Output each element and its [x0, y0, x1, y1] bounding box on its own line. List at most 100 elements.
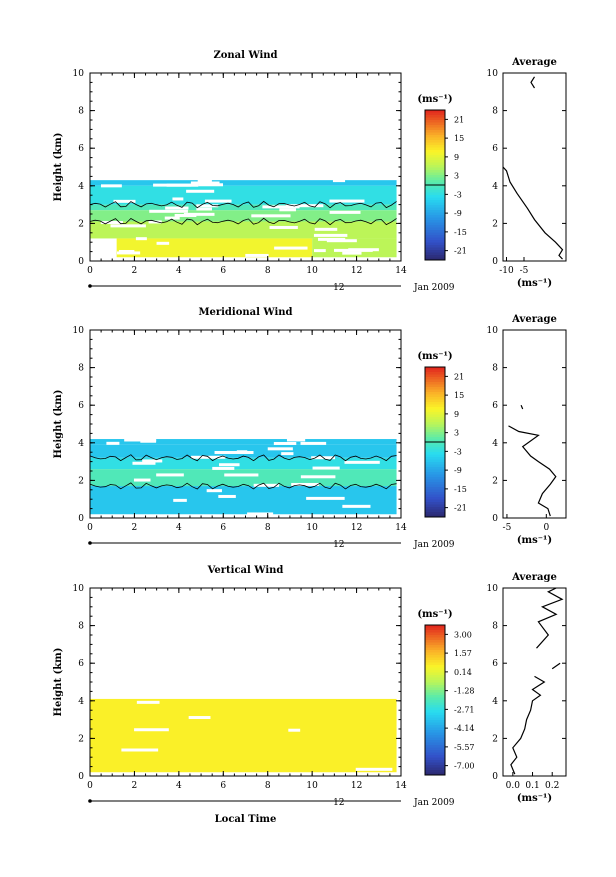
colorbar-swatch — [425, 677, 445, 681]
x-tick-label: 6 — [220, 266, 226, 276]
colorbar-swatch — [425, 145, 445, 148]
colorbar-swatch — [425, 642, 445, 646]
colorbar-swatch — [425, 157, 445, 161]
colorbar-swatch — [425, 675, 445, 678]
y-tick-label: 6 — [78, 144, 84, 154]
data-gap — [172, 197, 184, 201]
data-gap — [100, 184, 122, 188]
data-gap — [196, 204, 219, 208]
x-tick-label: 12 — [351, 781, 362, 791]
colorbar-swatch — [425, 700, 445, 703]
colorbar-swatch — [425, 512, 445, 515]
profile-y-tick-label: 2 — [492, 476, 498, 486]
colorbar-swatch — [425, 735, 445, 738]
colorbar-swatch — [425, 487, 445, 490]
profile-frame — [502, 329, 567, 519]
colorbar-label: -7.00 — [454, 762, 475, 771]
colorbar-swatch — [425, 727, 445, 731]
date-day-label: 12 — [333, 540, 344, 550]
colorbar-swatch — [425, 200, 445, 203]
data-gap — [135, 237, 147, 241]
colorbar-swatch — [425, 374, 445, 378]
colorbar-swatch — [425, 755, 445, 758]
panel-1: Meridional Wind 0 2 4 6 8 10 12 14 0 2 4 6 8 10 Height … — [53, 307, 567, 550]
colorbar-swatch — [425, 424, 445, 428]
colorbar-swatch — [425, 437, 445, 440]
data-gap — [134, 728, 169, 732]
colorbar-swatch — [425, 160, 445, 163]
colorbar-swatch — [425, 394, 445, 398]
heatmap-layer — [90, 439, 397, 445]
data-gap — [342, 251, 362, 255]
colorbar-label: -5.57 — [454, 743, 475, 752]
panel-0: Zonal Wind 0 2 4 6 8 10 12 14 0 2 4 6 8 10 Height (km) 1… — [53, 50, 567, 293]
colorbar-swatch — [425, 474, 445, 478]
profile-x-tick-label: 0 — [543, 523, 549, 533]
profile-segment — [536, 587, 564, 649]
colorbar-swatch — [425, 747, 445, 751]
colorbar-swatch — [425, 122, 445, 126]
colorbar-swatch — [425, 720, 445, 723]
data-gap — [279, 208, 296, 212]
colorbar-swatch — [425, 712, 445, 716]
colorbar-label: 3.00 — [454, 630, 472, 639]
colorbar-label: 15 — [454, 391, 464, 400]
colorbar-swatch — [425, 499, 445, 503]
colorbar-swatch — [425, 645, 445, 648]
colorbar-swatch — [425, 369, 445, 373]
colorbar-swatch — [425, 452, 445, 455]
colorbar-swatch — [425, 462, 445, 465]
data-gap — [132, 461, 156, 465]
data-gap — [100, 221, 123, 225]
profile-y-tick-label: 6 — [492, 144, 498, 154]
colorbar-swatch — [425, 140, 445, 143]
data-gap — [329, 210, 361, 214]
profile-title: Average — [511, 57, 557, 68]
colorbar-swatch — [425, 687, 445, 691]
data-gap — [312, 466, 340, 470]
data-gap — [110, 224, 146, 228]
heatmap-layer — [90, 469, 397, 487]
colorbar-swatch — [425, 190, 445, 193]
colorbar-swatch — [425, 220, 445, 223]
colorbar-swatch — [425, 237, 445, 241]
data-gap — [183, 212, 215, 216]
data-gap — [121, 748, 159, 752]
data-gap — [148, 220, 162, 224]
data-gap — [174, 213, 197, 217]
profile-title: Average — [511, 572, 557, 583]
data-gap — [269, 225, 298, 229]
colorbar-swatch — [425, 467, 445, 470]
y-axis-label: Height (km) — [53, 133, 64, 202]
colorbar-label: -2.71 — [454, 705, 475, 714]
x-tick-label: 10 — [306, 781, 318, 791]
x-tick-label: 4 — [176, 781, 182, 791]
data-gap — [329, 199, 365, 203]
y-tick-label: 10 — [73, 326, 85, 336]
y-tick-label: 4 — [78, 697, 84, 707]
x-tick-label: 10 — [306, 266, 318, 276]
colorbar-swatch — [425, 117, 445, 121]
colorbar-swatch — [425, 257, 445, 261]
colorbar-label: -3 — [454, 447, 462, 456]
y-tick-label: 6 — [78, 659, 84, 669]
colorbar-swatch — [425, 650, 445, 653]
x-tick-label: 8 — [265, 523, 271, 533]
data-gap — [314, 227, 338, 231]
colorbar-label: -4.14 — [454, 724, 475, 733]
colorbar-swatch — [425, 240, 445, 243]
colorbar-swatch — [425, 127, 445, 131]
colorbar-swatch — [425, 212, 445, 216]
colorbar-swatch — [425, 625, 445, 628]
data-gap — [165, 206, 189, 210]
colorbar-swatch — [425, 379, 445, 383]
heatmap-layer — [90, 180, 397, 186]
colorbar-swatch — [425, 752, 445, 756]
y-tick-label: 8 — [78, 107, 84, 117]
heatmap-layer — [90, 486, 397, 515]
y-tick-label: 10 — [73, 584, 85, 594]
colorbar-swatch — [425, 170, 445, 173]
profile-y-tick-label: 6 — [492, 401, 498, 411]
colorbar-swatch — [425, 192, 445, 196]
colorbar-swatch — [425, 132, 445, 136]
